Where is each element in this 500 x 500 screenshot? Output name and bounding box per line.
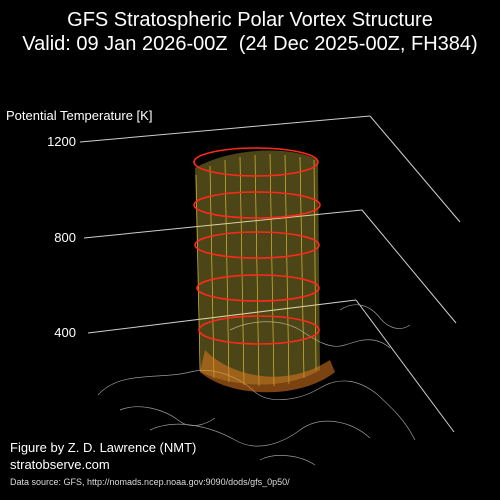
vortex-structure — [193, 147, 335, 393]
chart-title: GFS Stratospheric Polar Vortex Structure — [67, 9, 433, 31]
data-source: Data source: GFS, http://nomads.ncep.noa… — [10, 477, 290, 487]
level-plane-1200 — [79, 115, 461, 223]
credit-author: Figure by Z. D. Lawrence (NMT) — [10, 440, 197, 455]
tick-label-1200: 1200 — [47, 134, 76, 149]
axis-label: Potential Temperature [K] — [6, 108, 153, 123]
credit-site: stratobserve.com — [10, 457, 110, 472]
tick-label-400: 400 — [54, 325, 76, 340]
level-plane-800 — [83, 209, 457, 324]
level-plane-400 — [87, 299, 455, 433]
chart-subtitle: Valid: 09 Jan 2026-00Z (24 Dec 2025-00Z,… — [22, 33, 478, 55]
coastline-map — [97, 304, 416, 466]
tick-label-800: 800 — [54, 230, 76, 245]
